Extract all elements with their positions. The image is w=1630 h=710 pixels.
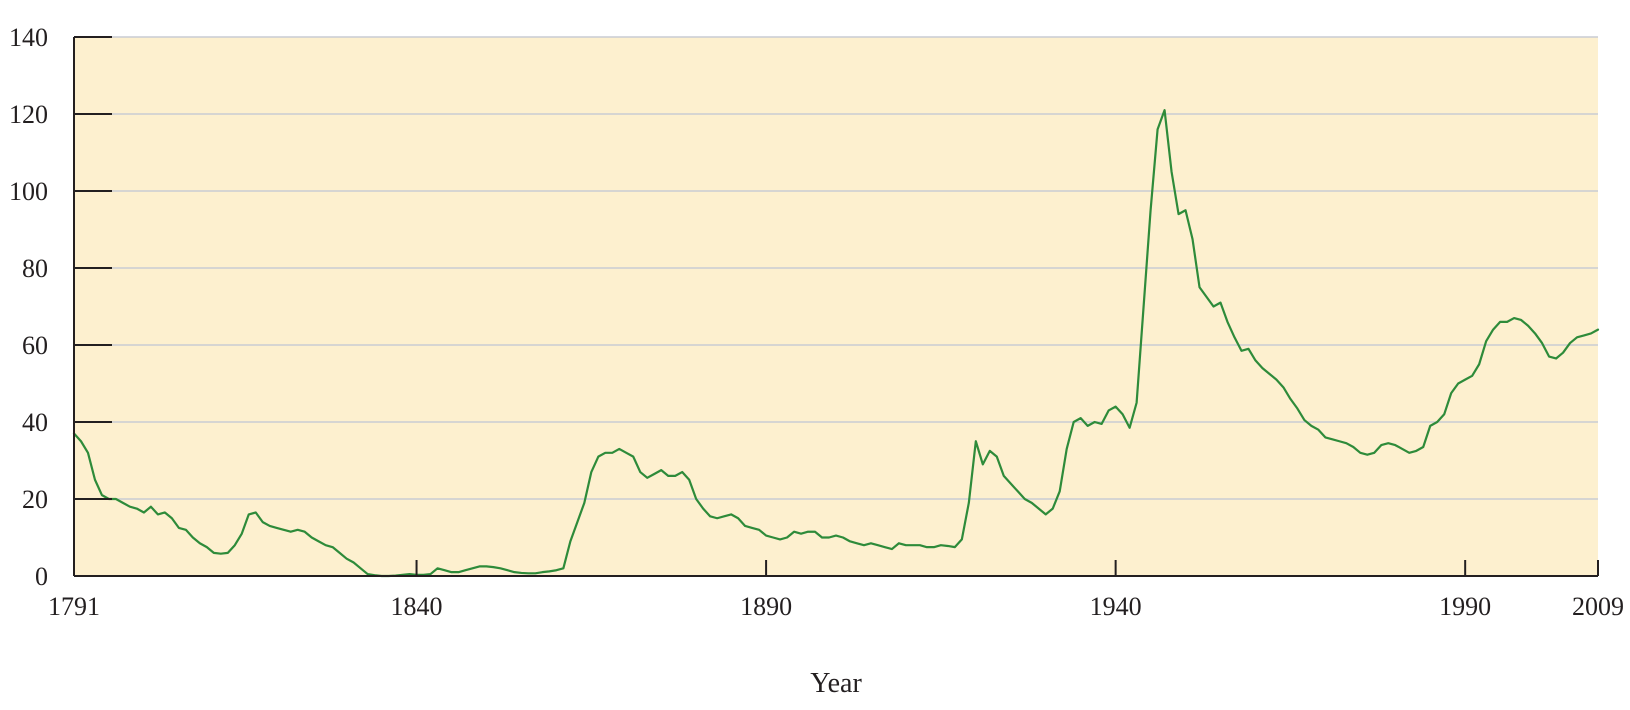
y-tick-label-100: 100 <box>9 177 48 206</box>
x-tick-label-1840: 1840 <box>391 592 443 621</box>
y-tick-label-40: 40 <box>22 408 48 437</box>
series-layer <box>72 109 1600 578</box>
y-tick-label-140: 140 <box>9 23 48 52</box>
y-axis-ticks: 0 20 40 60 80 100 120 140 <box>9 23 112 591</box>
y-tick-label-120: 120 <box>9 100 48 129</box>
axes <box>73 37 1598 577</box>
x-axis-title: Year <box>810 668 862 699</box>
y-tick-label-0: 0 <box>35 562 48 591</box>
y-tick-label-20: 20 <box>22 485 48 514</box>
plot-area <box>74 37 1598 576</box>
x-axis-ticks: 1791 1840 1890 1940 1990 2009 <box>48 560 1624 621</box>
x-tick-label-2009: 2009 <box>1572 592 1624 621</box>
x-tick-label-1791: 1791 <box>48 592 100 621</box>
gridlines <box>74 36 1598 500</box>
y-tick-label-60: 60 <box>22 331 48 360</box>
x-tick-label-1890: 1890 <box>740 592 792 621</box>
series-line-debt <box>72 109 1600 578</box>
y-tick-label-80: 80 <box>22 254 48 283</box>
x-tick-label-1940: 1940 <box>1090 592 1142 621</box>
x-tick-label-1990: 1990 <box>1439 592 1491 621</box>
